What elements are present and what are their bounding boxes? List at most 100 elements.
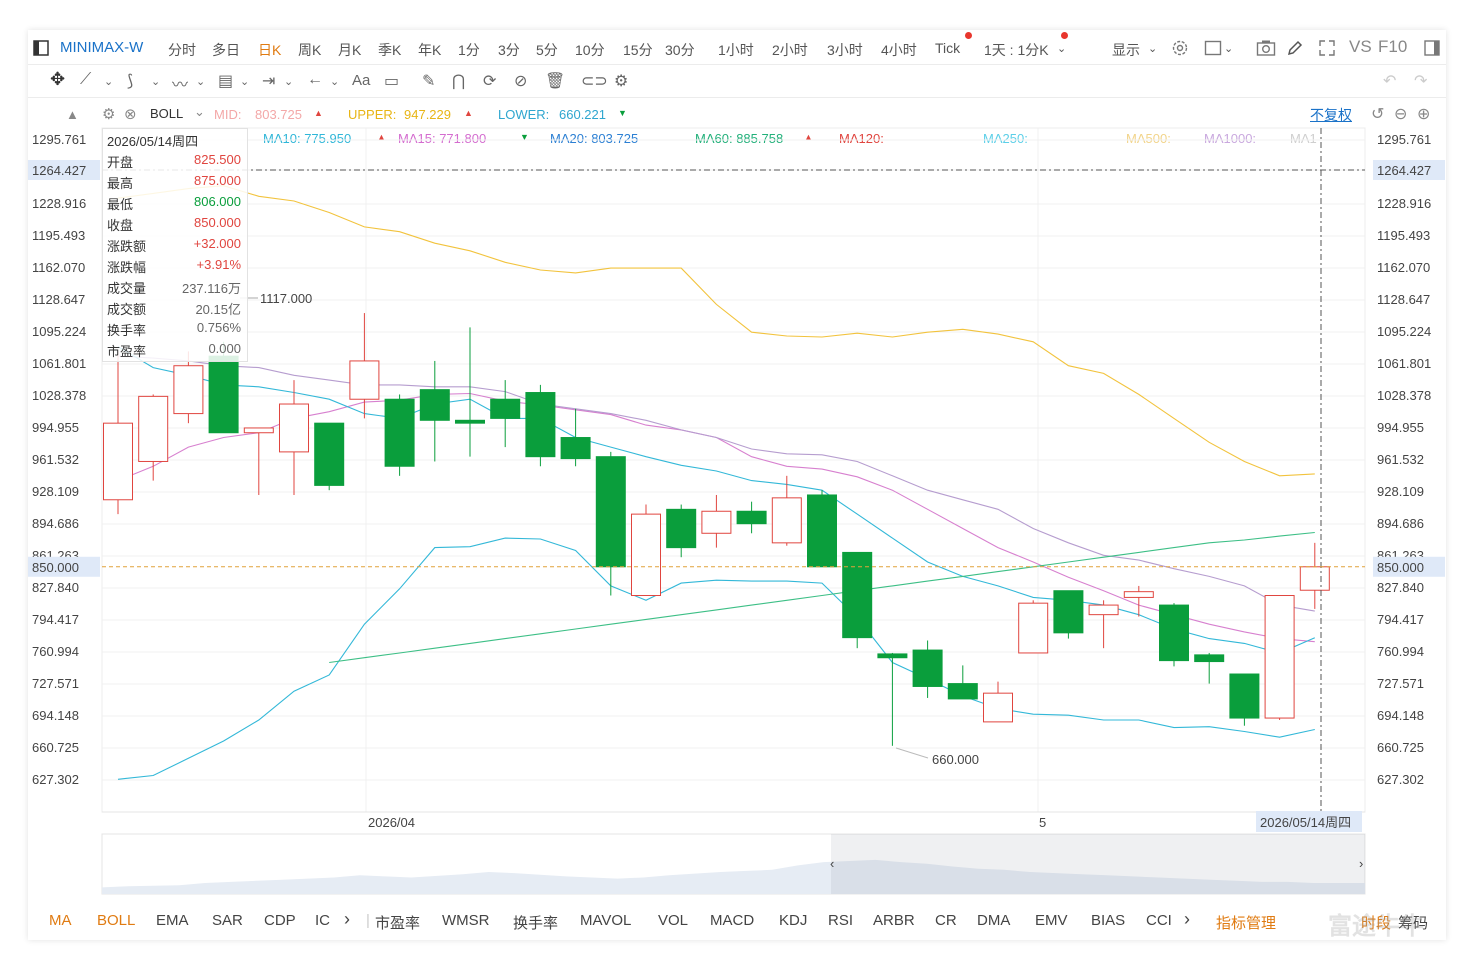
candle-body[interactable] <box>877 653 908 659</box>
candle-body[interactable] <box>1299 566 1330 591</box>
fullscreen-icon[interactable] <box>1318 39 1336 57</box>
pen-icon[interactable] <box>1286 39 1304 57</box>
candle-body[interactable] <box>419 389 450 421</box>
measure-tool-icon[interactable]: ⇥ <box>262 73 276 90</box>
period-combo-select[interactable]: 1天 : 1分K <box>984 42 1049 58</box>
indicator-tab[interactable]: 时段 <box>1361 915 1392 932</box>
undo-icon[interactable]: ↶ <box>1383 73 1397 90</box>
period-tab[interactable]: 分时 <box>168 42 196 58</box>
candle-body[interactable] <box>983 692 1013 723</box>
indicator-tab[interactable]: CDP <box>264 912 296 929</box>
sidebar-toggle-icon[interactable] <box>33 40 49 56</box>
indicator-tab[interactable]: BIAS <box>1091 912 1126 929</box>
f10-button[interactable]: F10 <box>1378 37 1408 56</box>
period-tab[interactable]: 周K <box>298 42 322 58</box>
period-tab[interactable]: 月K <box>338 42 362 58</box>
period-tab[interactable]: 30分 <box>665 42 695 58</box>
period-tab[interactable]: 1小时 <box>718 42 754 58</box>
gear-icon[interactable] <box>1171 39 1189 57</box>
arrow-tool-icon[interactable]: ← <box>307 71 323 88</box>
chevron-down-icon[interactable]: ⌄ <box>104 76 114 88</box>
gear-icon[interactable]: ⚙ <box>614 73 629 90</box>
candle-body[interactable] <box>595 456 626 568</box>
panel-toggle-icon[interactable] <box>1424 40 1440 56</box>
chevron-down-icon[interactable]: ⌄ <box>1224 43 1234 55</box>
candle-body[interactable] <box>947 683 978 700</box>
fib-tool-icon[interactable]: ▤ <box>218 73 234 90</box>
period-tab[interactable]: 2小时 <box>772 42 808 58</box>
indicator-tab[interactable]: IC <box>315 912 330 929</box>
sync-icon[interactable]: ⟳ <box>483 73 497 90</box>
period-tab[interactable]: 4小时 <box>881 42 917 58</box>
indicator-tab[interactable]: VOL <box>658 912 689 929</box>
candle-body[interactable] <box>279 403 309 453</box>
candle-body[interactable] <box>243 427 274 434</box>
chevron-down-icon[interactable]: ⌄ <box>284 76 294 88</box>
indicator-tab[interactable]: 换手率 <box>513 915 559 932</box>
indicator-tab[interactable]: WMSR <box>442 912 490 929</box>
candle-body[interactable] <box>771 497 802 544</box>
indicator-name[interactable]: BOLL <box>150 106 184 121</box>
indicator-tab[interactable]: BOLL <box>97 912 136 929</box>
comment-tool-icon[interactable]: ▭ <box>384 73 400 90</box>
candle-body[interactable] <box>1053 590 1084 634</box>
candle-body[interactable] <box>1159 604 1189 662</box>
candle-body[interactable] <box>490 398 521 419</box>
candle-body[interactable] <box>807 494 837 568</box>
indicator-tab[interactable]: ARBR <box>873 912 915 929</box>
period-tab[interactable]: Tick <box>935 40 961 56</box>
chevron-down-icon[interactable]: ⌄ <box>1148 43 1158 55</box>
zoom-out-icon[interactable]: ⊖ <box>1394 106 1408 123</box>
period-tab[interactable]: 日K <box>258 42 282 58</box>
candle-body[interactable] <box>349 360 380 400</box>
candle-body[interactable] <box>666 508 697 549</box>
indicator-tab[interactable]: MA <box>49 912 72 929</box>
candle-body[interactable] <box>1018 602 1049 654</box>
period-tab[interactable]: 多日 <box>212 42 240 58</box>
scroll-right-icon[interactable]: › <box>344 909 350 929</box>
indicator-tab[interactable]: 市盈率 <box>375 915 421 932</box>
period-tab[interactable]: 5分 <box>536 42 558 58</box>
wave-tool-icon[interactable]: 〰 <box>172 77 189 94</box>
indicator-tab[interactable]: 筹码 <box>1398 915 1429 932</box>
magnet-icon[interactable]: ⋂ <box>452 73 466 90</box>
indicator-tab[interactable]: 指标管理 <box>1216 915 1277 932</box>
navigator-window[interactable] <box>831 834 1365 894</box>
indicator-tab[interactable]: EMV <box>1035 912 1068 929</box>
candle-body[interactable] <box>736 510 767 525</box>
hide-icon[interactable]: ⊘ <box>514 73 528 90</box>
chevron-down-icon[interactable]: ⌄ <box>330 76 340 88</box>
scroll-right-icon[interactable]: › <box>1184 909 1190 929</box>
period-tab[interactable]: 15分 <box>623 42 653 58</box>
candle-body[interactable] <box>384 398 415 467</box>
indicator-tab[interactable]: MACD <box>710 912 755 929</box>
symbol-name[interactable]: MINIMAX-W <box>60 39 144 56</box>
candle-body[interactable] <box>173 365 204 415</box>
candle-body[interactable] <box>560 437 591 460</box>
chevron-down-icon[interactable]: ⌄ <box>194 104 205 119</box>
candle-body[interactable] <box>103 422 133 501</box>
period-tab[interactable]: 10分 <box>575 42 605 58</box>
candle-body[interactable] <box>1194 654 1225 663</box>
candle-body[interactable] <box>842 551 873 639</box>
candle-body[interactable] <box>912 649 943 687</box>
link-icon[interactable]: ⊂⊃ <box>581 73 608 90</box>
line-tool-icon[interactable]: ⟋ <box>80 71 92 88</box>
reset-icon[interactable]: ↺ <box>1371 106 1385 123</box>
indicator-tab[interactable]: CCI <box>1146 912 1172 929</box>
indicator-tab[interactable]: DMA <box>977 912 1011 929</box>
zoom-in-icon[interactable]: ⊕ <box>1417 106 1431 123</box>
period-tab[interactable]: 1分 <box>458 42 480 58</box>
indicator-tab[interactable]: MAVOL <box>580 912 632 929</box>
candle-body[interactable] <box>208 355 239 434</box>
text-tool-icon[interactable]: Aa <box>352 72 371 89</box>
candle-body[interactable] <box>1088 604 1119 616</box>
candle-body[interactable] <box>631 513 661 597</box>
navigator-handle-right-icon[interactable]: › <box>1359 856 1363 871</box>
kline-chart[interactable]: 1295.761 1295.761 1264.427 1264.427 1228.916… <box>28 30 1446 900</box>
candle-body[interactable] <box>138 395 169 462</box>
candle-body[interactable] <box>701 510 732 534</box>
chevron-down-icon[interactable]: ⌄ <box>151 76 161 88</box>
polyline-tool-icon[interactable]: ⟆ <box>127 73 134 90</box>
period-tab[interactable]: 3分 <box>498 42 520 58</box>
